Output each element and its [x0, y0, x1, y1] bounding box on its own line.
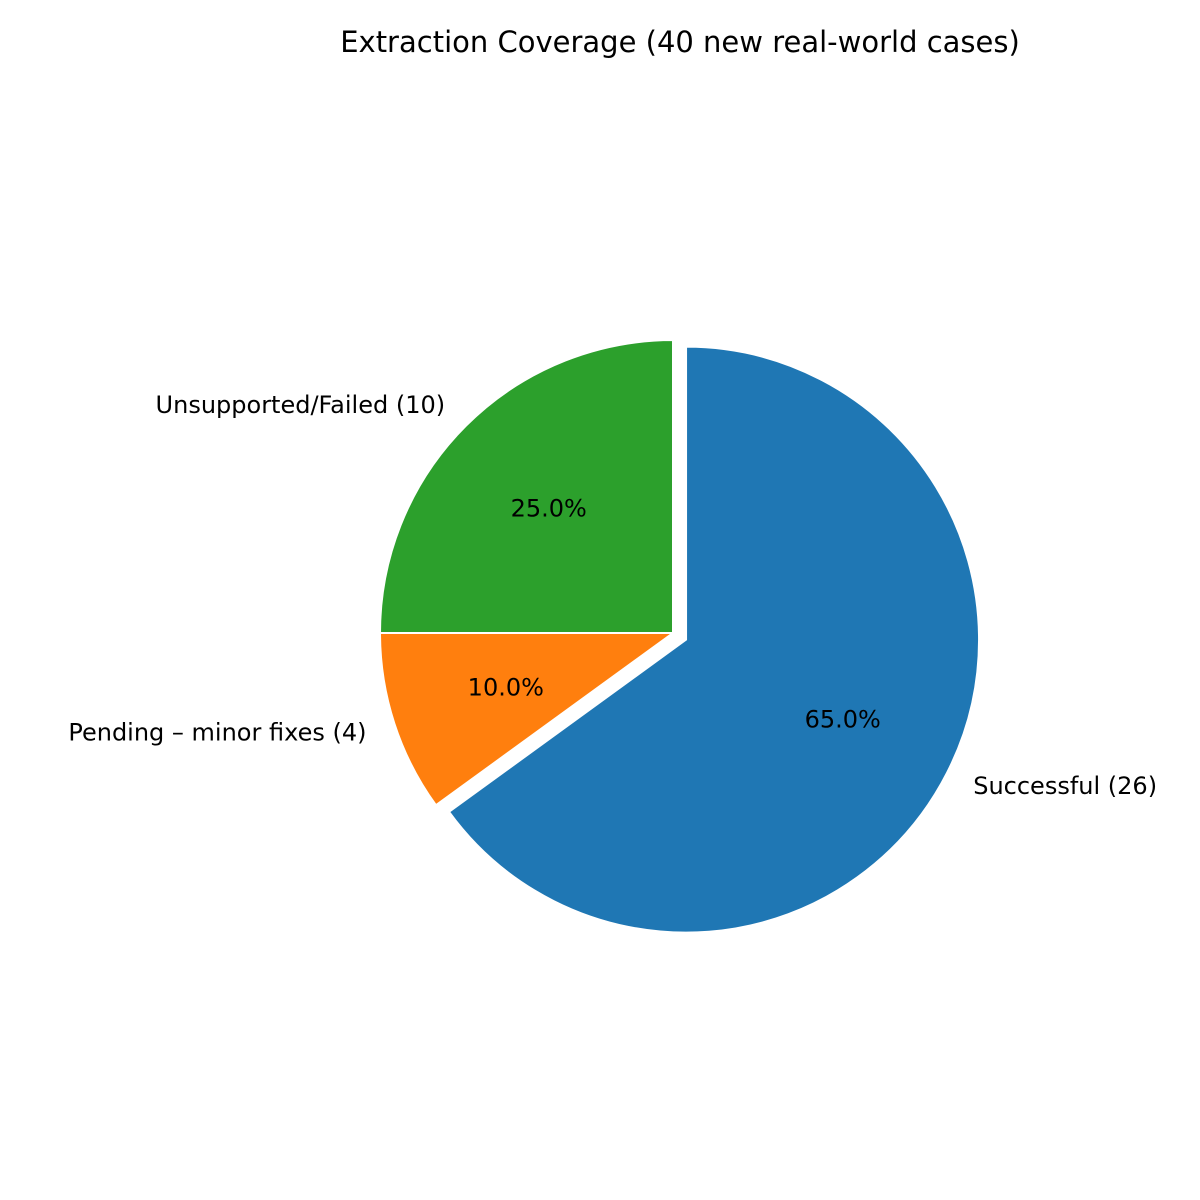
chart-title: Extraction Coverage (40 new real-world c… [340, 25, 1020, 59]
pie-percent-label-2: 25.0% [511, 495, 587, 523]
pie-category-label-1: Pending – minor fixes (4) [68, 719, 366, 747]
pie-category-label-0: Successful (26) [973, 772, 1157, 800]
pie-slice-0 [447, 345, 981, 934]
pie-slice-2 [378, 338, 674, 634]
pie-category-label-2: Unsupported/Failed (10) [156, 391, 446, 419]
pie-slices [378, 338, 981, 934]
pie-percent-label-1: 10.0% [468, 673, 544, 701]
pie-labels: 65.0% Successful (26) 10.0% Pending – minor… [68, 391, 1157, 800]
pie-slice-1 [378, 632, 677, 807]
pie-percent-label-0: 65.0% [805, 705, 881, 733]
